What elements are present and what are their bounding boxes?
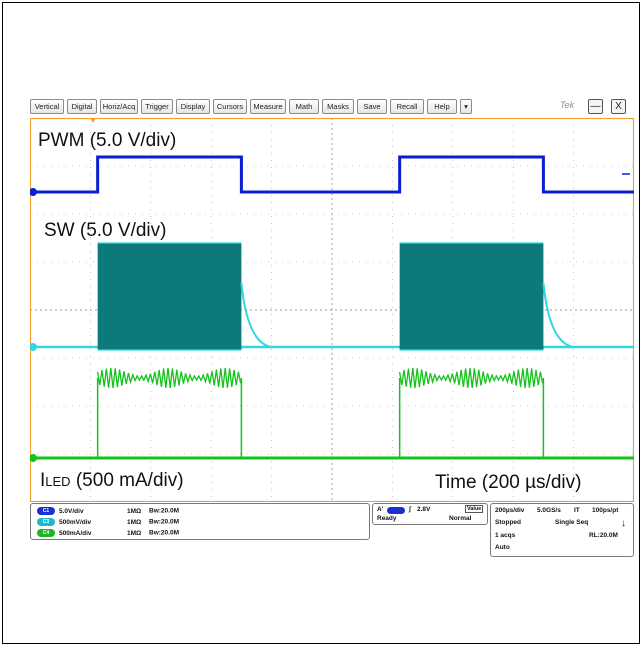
channel-badge: C1 [37, 507, 55, 515]
ch4-ground-marker [29, 454, 37, 462]
menu-help[interactable]: Help [427, 99, 457, 114]
sw-label: SW (5.0 V/div) [44, 220, 167, 241]
channel-row[interactable]: C3 500mV/div 1MΩ Bw:20.0M [37, 518, 179, 528]
menu-digital[interactable]: Digital [67, 99, 97, 114]
channel-row[interactable]: C1 5.0V/div 1MΩ Bw:20.0M [37, 507, 179, 517]
channel-badge: C4 [37, 529, 55, 537]
time-label: Time (200 µs/div) [435, 472, 582, 493]
acquisition-panel[interactable]: 200µs/div 5.0GS/s IT 100ps/pt Stopped Si… [490, 503, 634, 557]
trigger-mode: Normal [449, 515, 472, 522]
trigger-channel-badge [387, 507, 405, 514]
waveform-display [29, 117, 635, 503]
sequence-mode: Single Seq [555, 519, 589, 526]
menu-horiz-acq[interactable]: Horiz/Acq [100, 99, 138, 114]
value-icon: Value [465, 505, 484, 513]
trigger-auto: Auto [495, 544, 510, 551]
timebase: 200µs/div [495, 507, 525, 514]
screen-border [29, 117, 635, 503]
scope-screen: PWM (5.0 V/div) SW (5.0 V/div) ILED (500… [29, 117, 635, 503]
channel-panel: C1 5.0V/div 1MΩ Bw:20.0M C3 500mV/div 1MΩ Bw:2… [30, 503, 370, 540]
sw-switching-block [97, 243, 242, 350]
run-status: Stopped [495, 519, 521, 526]
sw-switching-block [399, 243, 544, 350]
menu-cursors[interactable]: Cursors [213, 99, 247, 114]
acq-mode: IT [574, 507, 580, 514]
brand-logo: Tek [560, 100, 575, 110]
iled-ripple [96, 367, 242, 389]
trigger-slope-icon: ∫ [409, 506, 411, 513]
menu-trigger[interactable]: Trigger [141, 99, 173, 114]
minimize-button[interactable]: — [588, 99, 603, 114]
trigger-state: Ready [377, 515, 397, 522]
iled-ripple [398, 367, 544, 389]
sw-decay-tail [240, 282, 272, 348]
menu-recall[interactable]: Recall [390, 99, 424, 114]
menu-math[interactable]: Math [289, 99, 319, 114]
trigger-source: A' [377, 506, 384, 513]
menu-masks[interactable]: Masks [322, 99, 354, 114]
menu-vertical[interactable]: Vertical [30, 99, 64, 114]
close-button[interactable]: X [611, 99, 626, 114]
resolution: 100ps/pt [592, 507, 619, 514]
pwm-trace [30, 155, 634, 194]
menu-display[interactable]: Display [176, 99, 210, 114]
menu-save[interactable]: Save [357, 99, 387, 114]
menu-measure[interactable]: Measure [250, 99, 286, 114]
pwm-label: PWM (5.0 V/div) [38, 130, 177, 151]
trigger-panel[interactable]: A' ∫ 2.8V Value Ready Normal [372, 503, 488, 525]
trigger-level: 2.8V [417, 506, 431, 513]
channel-row[interactable]: C4 500mA/div 1MΩ Bw:20.0M [37, 529, 179, 539]
menu-dropdown-button[interactable]: ▾ [460, 99, 472, 114]
channel-badge: C3 [37, 518, 55, 526]
sample-rate: 5.0GS/s [537, 507, 561, 514]
sw-decay-tail [542, 282, 574, 348]
ch1-ground-marker [29, 188, 37, 196]
acq-count: 1 acqs [495, 532, 516, 539]
status-bar: C1 5.0V/div 1MΩ Bw:20.0M C3 500mV/div 1MΩ Bw:2… [30, 503, 634, 557]
record-length: RL:20.0M [589, 532, 618, 539]
trigger-position-marker [90, 118, 96, 123]
arrow-down-icon: ↓ [621, 518, 626, 529]
iled-label: ILED (500 mA/div) [40, 470, 184, 491]
ch3-ground-marker [29, 343, 37, 351]
